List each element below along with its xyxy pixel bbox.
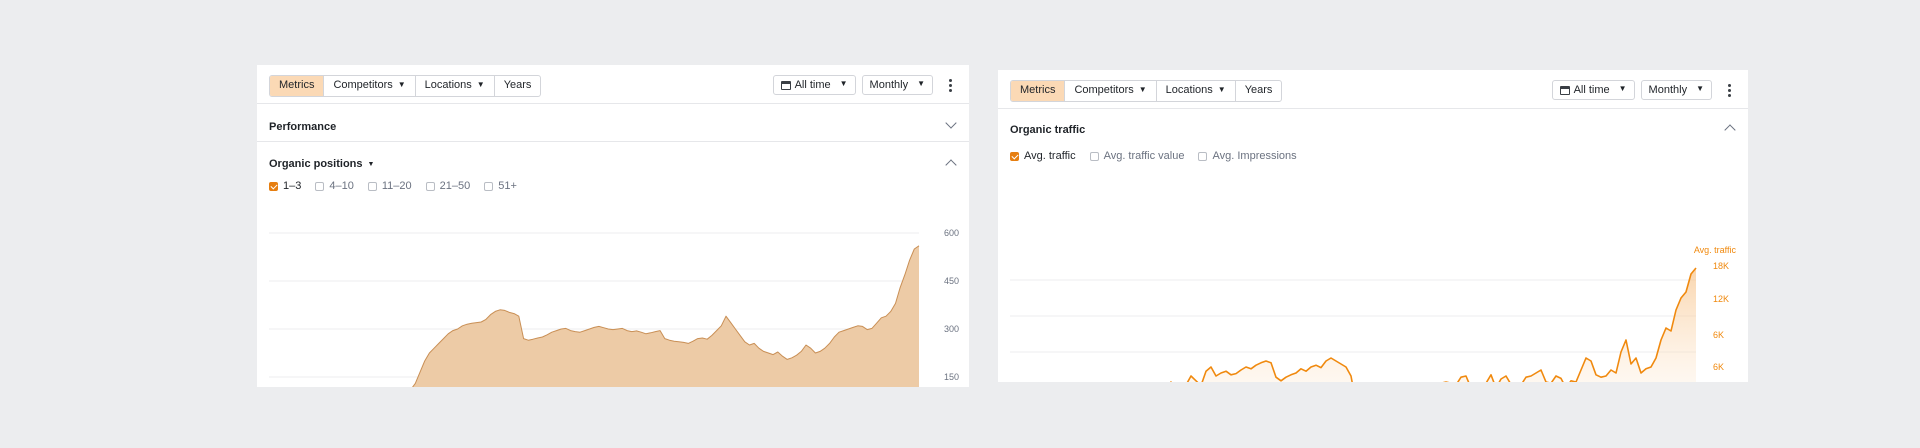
toolbar-right: All time ▼ Monthly ▼: [1551, 80, 1736, 100]
chevron-up-icon[interactable]: [945, 159, 957, 171]
position-filters: 1–3 4–10 11–20 21–50 51+: [269, 180, 517, 192]
organic-traffic-title: Organic traffic: [1010, 124, 1085, 136]
interval-dropdown[interactable]: Monthly ▼: [1640, 80, 1712, 100]
y-tick-label: 600: [944, 228, 959, 238]
filter-avg-traffic[interactable]: Avg. traffic: [1010, 150, 1076, 162]
organic-positions-panel: Metrics Competitors ▼ Locations ▼ Years Al…: [257, 65, 969, 387]
y-tick-label: 450: [944, 276, 959, 286]
filter-label: Avg. traffic value: [1103, 150, 1185, 162]
more-options-icon[interactable]: [1722, 81, 1736, 99]
checkbox-icon: [484, 181, 494, 191]
tab-locations[interactable]: Locations ▼: [416, 76, 495, 96]
tab-years[interactable]: Years: [1236, 81, 1282, 101]
calendar-icon: [1559, 85, 1570, 95]
chevron-down-icon: ▼: [917, 79, 925, 88]
filter-51-plus[interactable]: 51+: [484, 180, 517, 192]
organic-traffic-chart: 06K6K12K18KOct 2015Mar 2017Aug 2018Jan 2…: [1010, 245, 1737, 382]
tab-locations[interactable]: Locations ▼: [1157, 81, 1236, 101]
divider: [257, 141, 969, 142]
tab-years[interactable]: Years: [495, 76, 541, 96]
checkbox-icon: [367, 181, 377, 191]
tab-locations-label: Locations: [424, 79, 472, 91]
y-tick-label: 12K: [1713, 294, 1729, 304]
organic-positions-dropdown[interactable]: Organic positions ▼: [269, 158, 374, 170]
y-tick-label: 150: [944, 372, 959, 382]
series-area: [412, 245, 919, 387]
series-area: [1171, 268, 1696, 382]
chevron-down-icon: ▼: [839, 79, 848, 88]
traffic-metric-filters: Avg. traffic Avg. traffic value Avg. Imp…: [1010, 150, 1297, 162]
toolbar: Metrics Competitors ▼ Locations ▼ Years Al…: [269, 75, 957, 97]
filter-21-50[interactable]: 21–50: [425, 180, 471, 192]
filter-4-10[interactable]: 4–10: [315, 180, 354, 192]
organic-traffic-panel: Metrics Competitors ▼ Locations ▼ Years Al…: [998, 70, 1748, 382]
chevron-down-icon: ▼: [1217, 85, 1226, 94]
chevron-down-icon: ▼: [476, 80, 485, 89]
tab-competitors-label: Competitors: [333, 79, 393, 91]
y-tick-label: 6K: [1713, 330, 1724, 340]
tab-competitors[interactable]: Competitors ▼: [1065, 81, 1157, 101]
y-tick-label: 6K: [1713, 362, 1724, 372]
chevron-down-icon: ▼: [1138, 85, 1147, 94]
tab-competitors[interactable]: Competitors ▼: [324, 76, 416, 96]
filter-avg-traffic-value[interactable]: Avg. traffic value: [1089, 150, 1185, 162]
chevron-down-icon: ▼: [397, 80, 406, 89]
tab-years-label: Years: [1244, 84, 1273, 96]
filter-11-20[interactable]: 11–20: [367, 180, 412, 192]
chevron-down-icon[interactable]: [945, 117, 957, 129]
date-range-label: All time: [794, 79, 831, 91]
divider: [257, 103, 969, 104]
filter-label: 21–50: [439, 180, 471, 192]
chevron-up-icon[interactable]: [1724, 124, 1736, 136]
tab-competitors-label: Competitors: [1074, 84, 1134, 96]
interval-dropdown[interactable]: Monthly ▼: [861, 75, 933, 95]
view-tabs: Metrics Competitors ▼ Locations ▼ Years: [1010, 80, 1283, 102]
tab-metrics-label: Metrics: [279, 79, 315, 91]
filter-label: 4–10: [329, 180, 354, 192]
calendar-icon: [780, 80, 791, 90]
performance-section-toggle[interactable]: Performance: [269, 121, 336, 133]
date-range-dropdown[interactable]: All time ▼: [772, 75, 856, 95]
filter-label: 11–20: [381, 180, 412, 192]
interval-label: Monthly: [1648, 84, 1688, 96]
filter-label: Avg. Impressions: [1212, 150, 1297, 162]
organic-positions-chart: 0150300450600Oct 2015Mar 2017Aug 2018Jan…: [269, 228, 959, 387]
y-tick-label: 18K: [1713, 261, 1729, 271]
tab-metrics-label: Metrics: [1020, 84, 1056, 96]
filter-avg-impressions[interactable]: Avg. Impressions: [1198, 150, 1297, 162]
interval-label: Monthly: [869, 79, 909, 91]
y-tick-label: 300: [944, 324, 959, 334]
checkbox-icon: [315, 181, 325, 191]
date-range-dropdown[interactable]: All time ▼: [1551, 80, 1635, 100]
tab-metrics[interactable]: Metrics: [270, 76, 325, 96]
series-line: [1170, 267, 1697, 382]
divider: [998, 108, 1748, 109]
checkbox-checked-icon: [269, 181, 278, 191]
more-options-icon[interactable]: [943, 76, 957, 94]
tab-metrics[interactable]: Metrics: [1011, 81, 1066, 101]
performance-title: Performance: [269, 121, 337, 133]
toolbar: Metrics Competitors ▼ Locations ▼ Years Al…: [1010, 80, 1736, 102]
chevron-down-icon: ▼: [1618, 84, 1627, 93]
tab-locations-label: Locations: [1165, 84, 1213, 96]
checkbox-icon: [425, 181, 435, 191]
date-range-label: All time: [1573, 84, 1610, 96]
filter-label: 1–3: [283, 180, 302, 192]
filter-1-3[interactable]: 1–3: [269, 180, 301, 192]
toolbar-right: All time ▼ Monthly ▼: [772, 75, 957, 95]
checkbox-icon: [1198, 151, 1208, 161]
filter-label: 51+: [498, 180, 517, 192]
checkbox-icon: [1089, 151, 1099, 161]
filter-label: Avg. traffic: [1024, 150, 1076, 162]
view-tabs: Metrics Competitors ▼ Locations ▼ Years: [269, 75, 542, 97]
organic-positions-title: Organic positions: [269, 158, 363, 170]
organic-traffic-title-text: Organic traffic: [1010, 124, 1086, 136]
tab-years-label: Years: [503, 79, 532, 91]
y-axis-title: Avg. traffic: [1694, 245, 1737, 255]
series-line: [412, 245, 920, 387]
checkbox-checked-icon: [1010, 151, 1019, 161]
chevron-down-icon: ▼: [1696, 84, 1704, 93]
chevron-down-icon: ▼: [367, 161, 375, 168]
